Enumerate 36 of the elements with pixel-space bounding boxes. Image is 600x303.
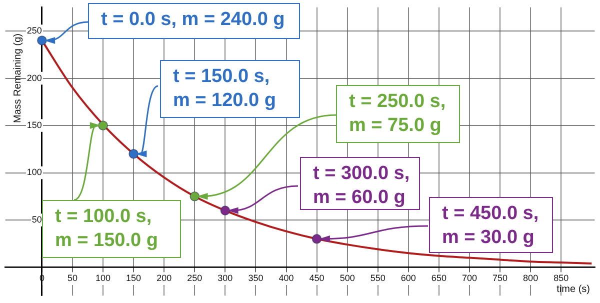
y-tick-label: 150 bbox=[26, 120, 42, 130]
x-tick-label: 150 bbox=[126, 273, 142, 284]
point bbox=[128, 148, 138, 159]
x-tick-label: 600 bbox=[400, 273, 416, 284]
point bbox=[98, 120, 108, 130]
x-tick-label: 100 bbox=[96, 273, 111, 284]
x-tick-label: 300 bbox=[218, 273, 233, 284]
annotation: t = 0.0 s, m = 240.0 g bbox=[101, 8, 286, 32]
x-axis-title: time (s) bbox=[556, 284, 590, 295]
point bbox=[220, 206, 230, 216]
x-tick-label: 850 bbox=[554, 273, 569, 284]
y-axis-title: Mass Remaining (g) bbox=[12, 34, 24, 124]
annotation: t = 300.0 s, m = 60.0 g bbox=[313, 162, 411, 210]
x-tick-label: 250 bbox=[187, 273, 202, 284]
x-tick-label: 550 bbox=[370, 273, 386, 284]
x-tick-label: 400 bbox=[278, 273, 294, 284]
x-tick-label: 450 bbox=[309, 273, 324, 284]
x-tick-label: 350 bbox=[248, 273, 264, 284]
annotation: t = 150.0 s, m = 120.0 g bbox=[173, 65, 277, 113]
point bbox=[312, 234, 322, 244]
y-tick-label: 50 bbox=[32, 214, 42, 224]
point bbox=[190, 191, 200, 202]
x-tick-label: 750 bbox=[492, 273, 508, 284]
x-tick-label: 50 bbox=[67, 273, 78, 284]
x-tick-label: 200 bbox=[156, 273, 172, 284]
x-tick-label: 650 bbox=[431, 273, 446, 284]
point bbox=[37, 36, 47, 46]
y-tick-label: 250 bbox=[26, 26, 42, 36]
x-tick-label: 700 bbox=[462, 273, 478, 284]
annotation: t = 100.0 s, m = 150.0 g bbox=[55, 205, 159, 253]
annotation: t = 450.0 s, m = 30.0 g bbox=[442, 202, 540, 250]
annotation: t = 250.0 s, m = 75.0 g bbox=[349, 90, 447, 138]
x-tick-label: 800 bbox=[523, 273, 538, 284]
y-tick-label: 200 bbox=[26, 72, 42, 83]
y-tick-label: 100 bbox=[26, 167, 42, 178]
x-tick-label: 500 bbox=[340, 273, 355, 284]
